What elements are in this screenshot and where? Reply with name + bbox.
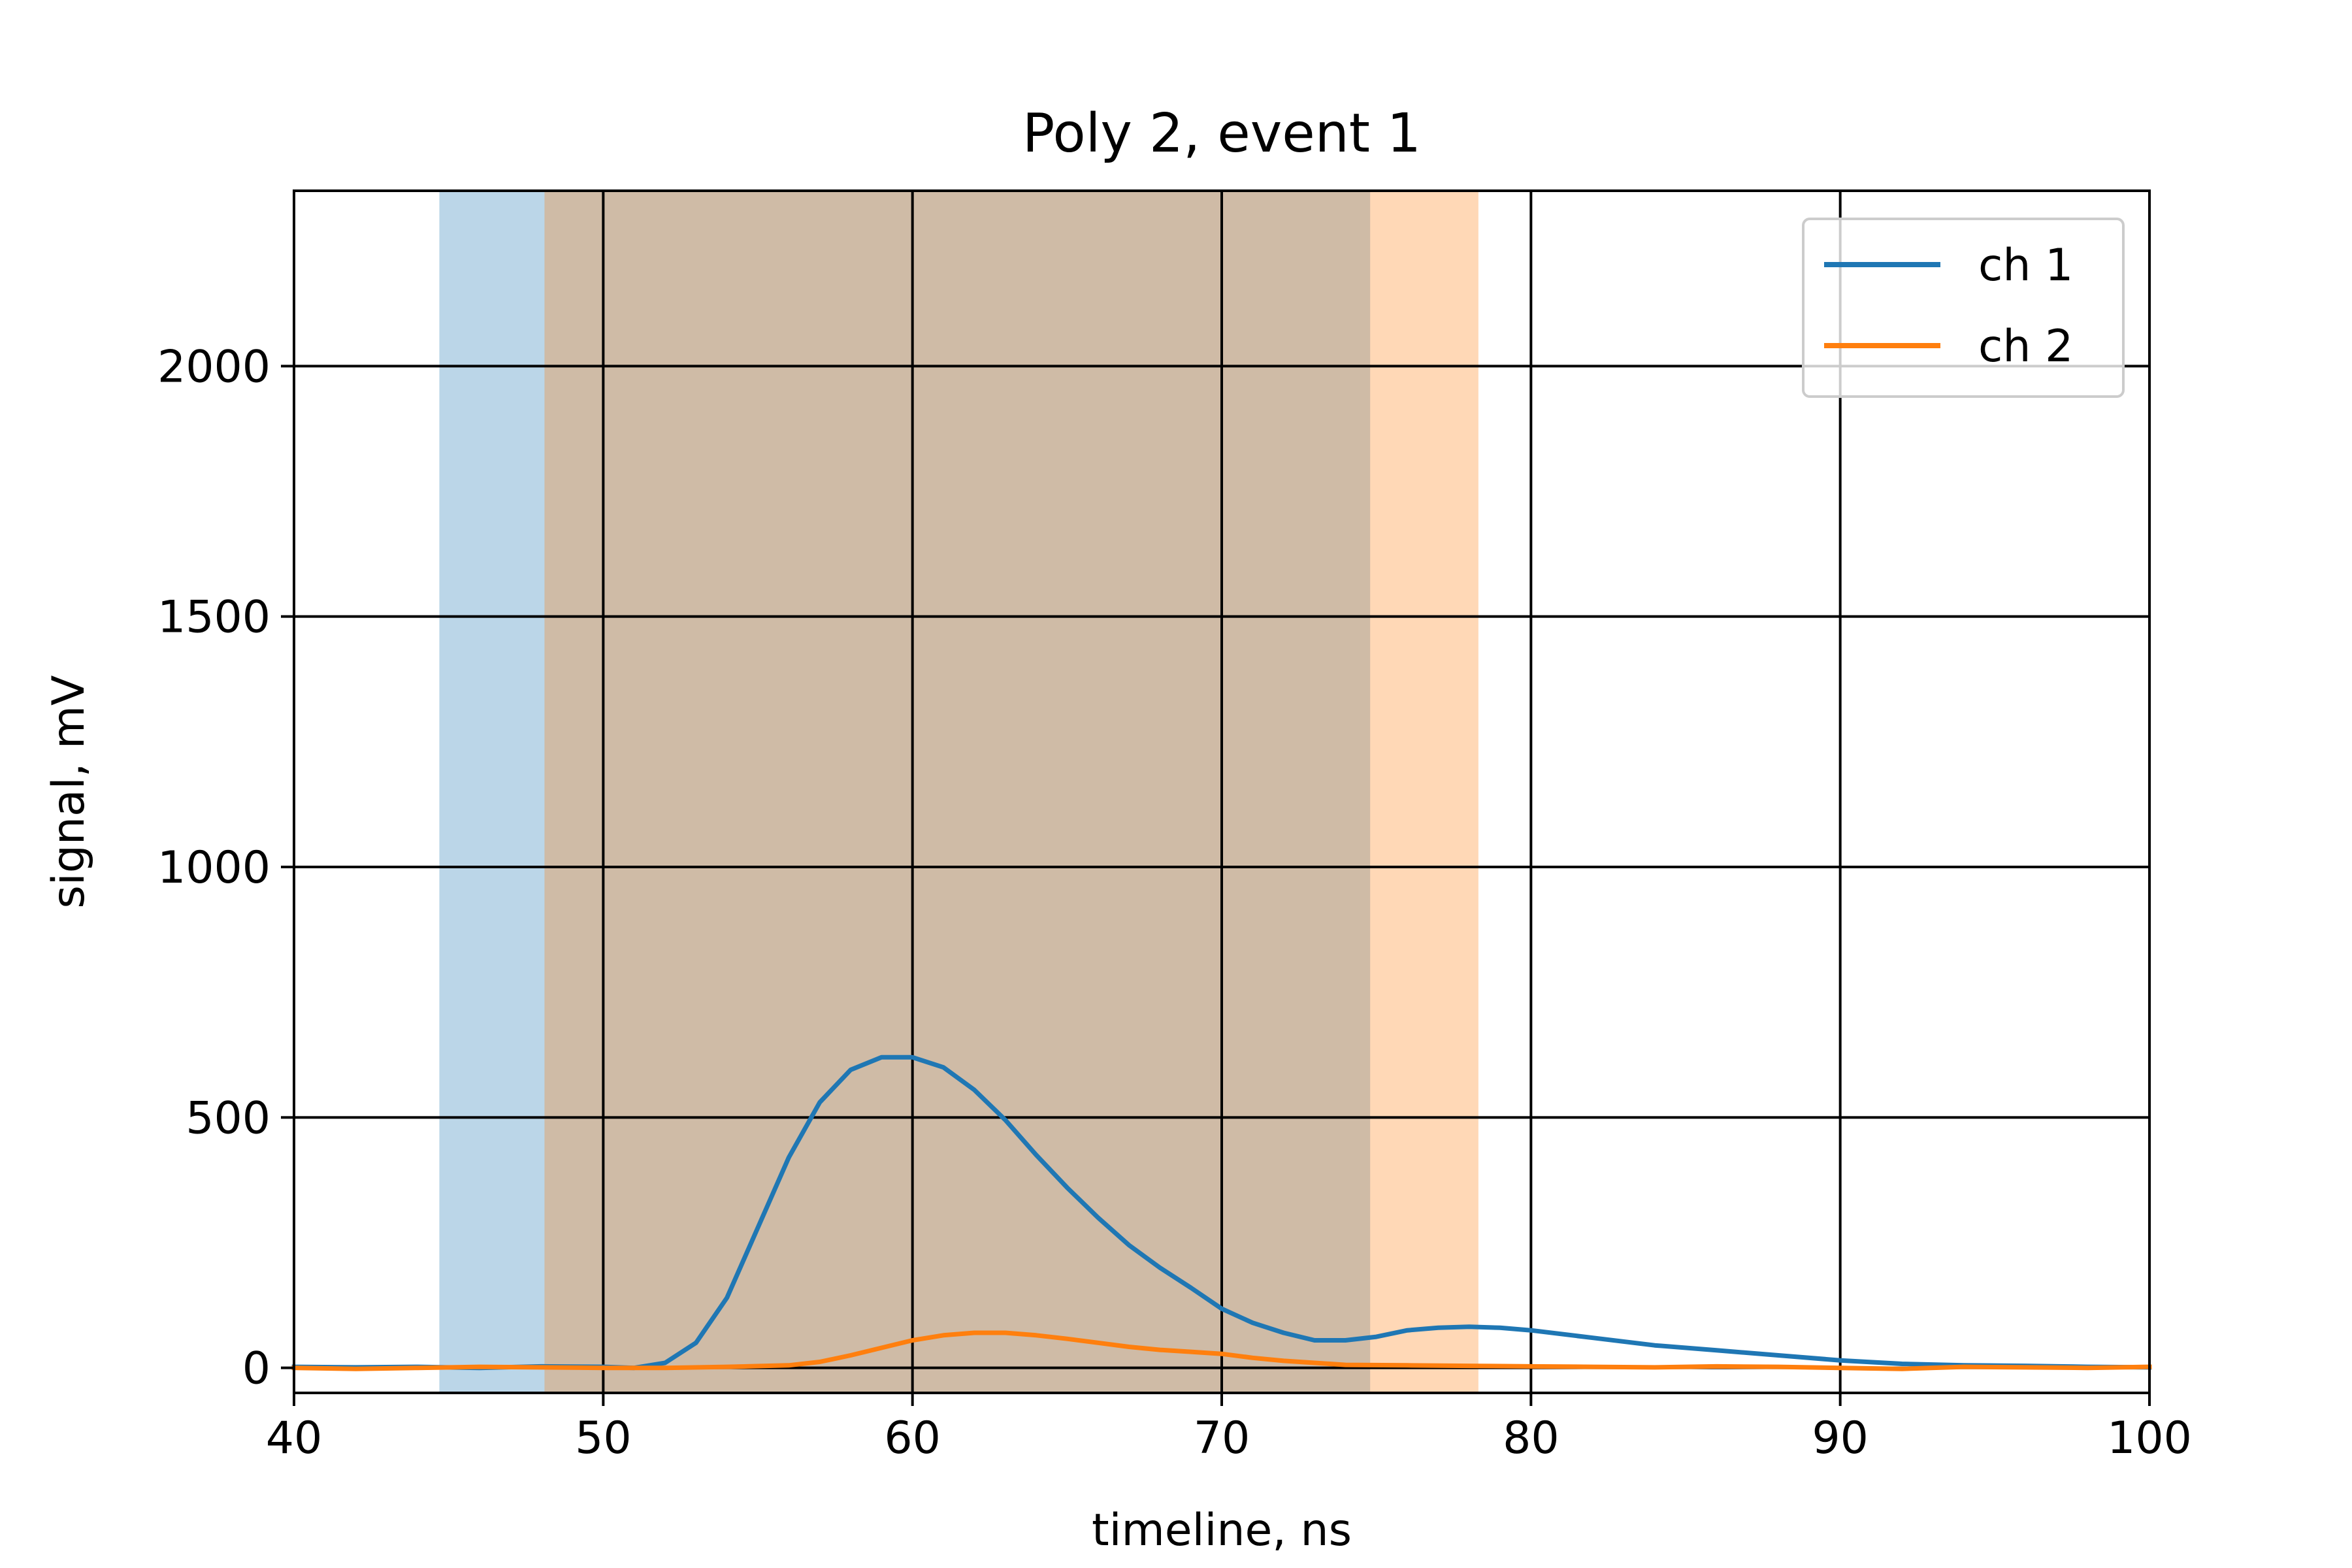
x-tick-label: 90	[1812, 1413, 1869, 1464]
legend: ch 1 ch 2	[1802, 218, 2125, 398]
shaded-regions	[439, 191, 1478, 1393]
legend-box	[1802, 218, 2125, 398]
series-line-ch1	[291, 1054, 2152, 1371]
y-tick-label: 1000	[157, 842, 270, 894]
x-tick-label: 70	[1194, 1413, 1250, 1464]
shaded-region-1	[439, 191, 1371, 1393]
y-axis-ticks: 0 500 1000 1500 2000	[157, 341, 294, 1395]
series-lines	[291, 1054, 2152, 1371]
series-line-ch2	[291, 1330, 2152, 1371]
x-tick-label: 40	[266, 1413, 323, 1464]
shaded-region-2	[544, 191, 1478, 1393]
x-axis-ticks: 40 50 60 70 80 90 100	[266, 1393, 2192, 1464]
y-tick-label: 2000	[157, 341, 270, 393]
x-axis-label: timeline, ns	[1092, 1505, 1352, 1556]
legend-label-ch2: ch 2	[1978, 321, 2073, 372]
chart-title: Poly 2, event 1	[1022, 103, 1421, 165]
y-tick-label: 1500	[157, 592, 270, 644]
y-tick-label: 0	[242, 1343, 270, 1395]
y-tick-label: 500	[186, 1092, 270, 1144]
x-tick-label: 100	[2107, 1413, 2192, 1464]
x-tick-label: 50	[575, 1413, 632, 1464]
x-tick-label: 80	[1503, 1413, 1560, 1464]
y-axis-label: signal, mV	[43, 675, 95, 908]
x-tick-label: 60	[884, 1413, 941, 1464]
legend-label-ch1: ch 1	[1978, 240, 2073, 291]
